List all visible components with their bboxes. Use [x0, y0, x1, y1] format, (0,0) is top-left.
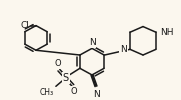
Text: O: O [71, 87, 77, 96]
Text: N: N [93, 90, 99, 99]
Text: O: O [54, 59, 61, 68]
Text: CH₃: CH₃ [40, 88, 54, 97]
Text: Cl: Cl [20, 21, 29, 30]
Text: NH: NH [160, 28, 174, 37]
Text: N: N [120, 45, 127, 54]
Text: N: N [89, 38, 95, 47]
Text: S: S [63, 73, 69, 83]
